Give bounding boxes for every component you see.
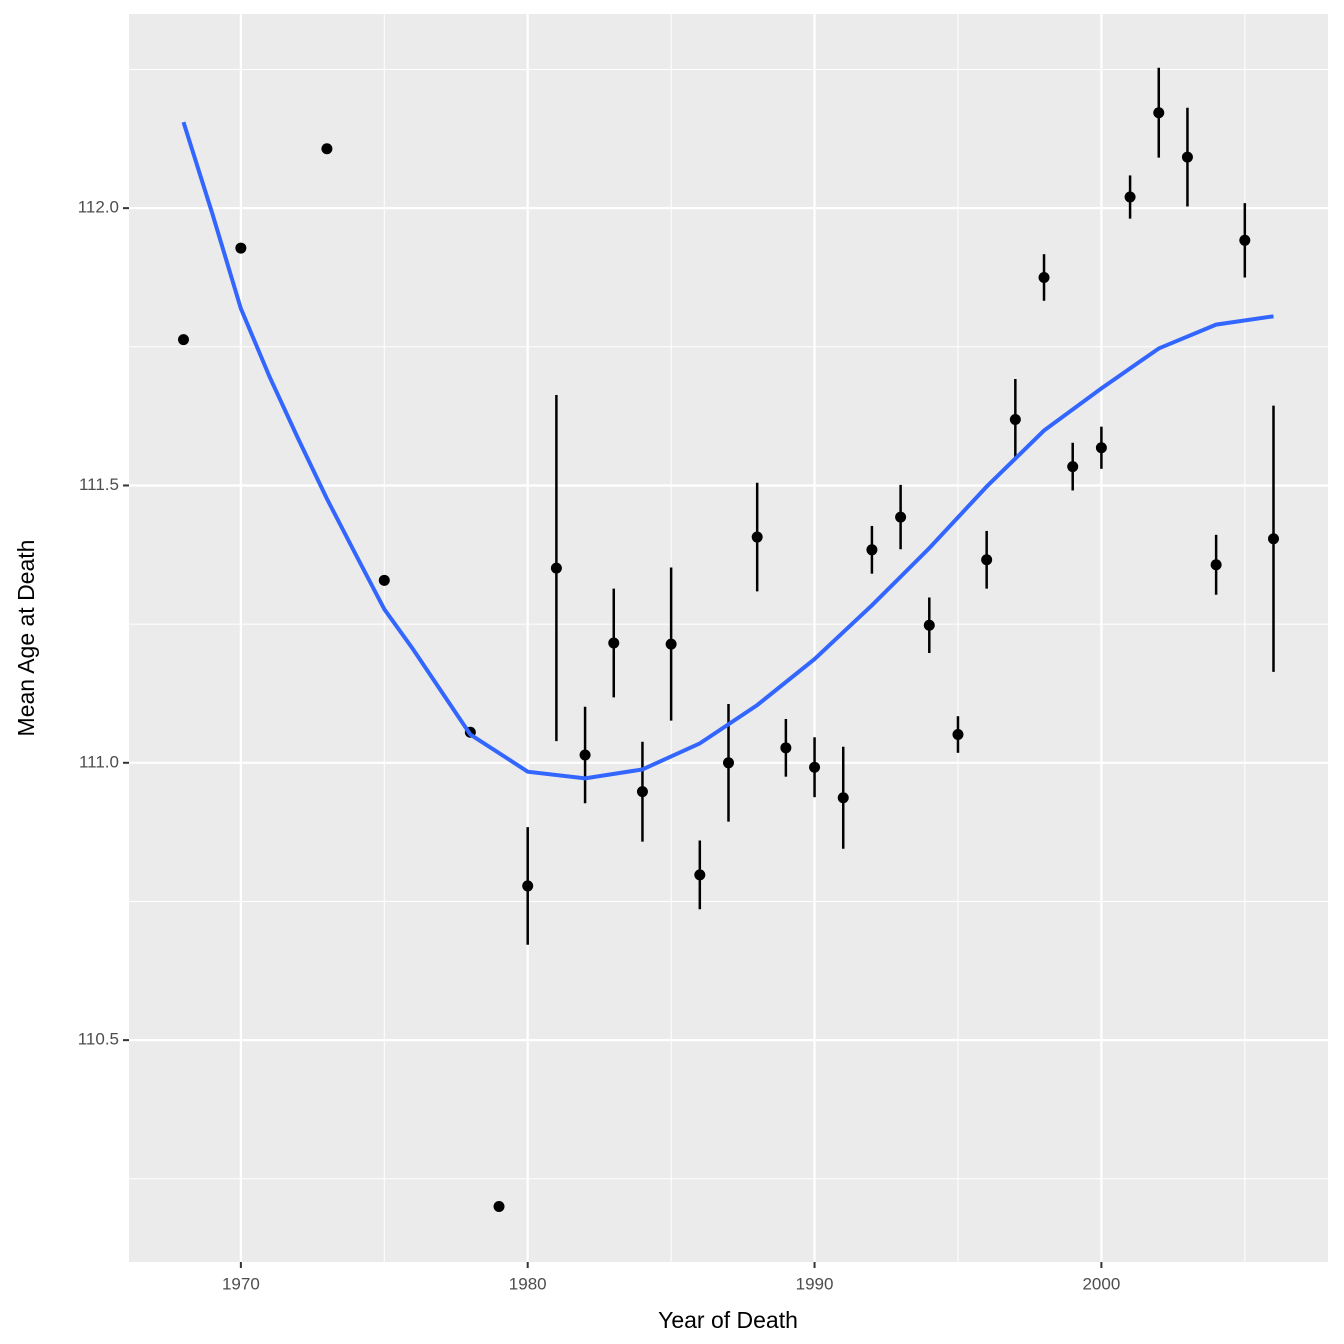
y-axis-title: Mean Age at Death xyxy=(13,540,39,737)
point xyxy=(837,792,849,804)
x-tick-label: 1970 xyxy=(222,1274,260,1293)
point xyxy=(1239,234,1251,246)
point xyxy=(321,143,333,155)
point xyxy=(1124,191,1136,203)
point xyxy=(178,334,189,346)
x-tick-label: 2000 xyxy=(1082,1274,1120,1293)
point xyxy=(378,574,390,586)
point xyxy=(579,749,591,761)
y-tick-label: 112.0 xyxy=(78,198,119,217)
y-tick-label: 111.0 xyxy=(79,752,119,771)
point xyxy=(636,786,648,798)
point xyxy=(1067,461,1079,473)
point xyxy=(235,242,247,254)
point xyxy=(809,761,821,773)
point xyxy=(1268,533,1279,545)
point xyxy=(895,511,907,523)
point xyxy=(981,554,993,566)
smooth-line xyxy=(181,121,1274,781)
point xyxy=(723,757,734,769)
x-axis-title: Year of Death xyxy=(658,1307,798,1333)
point xyxy=(1210,559,1222,571)
point xyxy=(780,742,792,754)
panel xyxy=(129,14,1328,1262)
point xyxy=(866,544,878,556)
point xyxy=(1095,442,1107,454)
point xyxy=(665,638,677,650)
y-tick-label: 110.5 xyxy=(78,1030,119,1049)
point xyxy=(1181,151,1193,163)
point xyxy=(608,637,620,649)
point xyxy=(952,729,964,741)
point xyxy=(550,562,562,574)
point xyxy=(1009,413,1021,425)
x-tick-label: 1980 xyxy=(509,1274,547,1293)
point xyxy=(1153,107,1165,119)
point xyxy=(1038,271,1050,283)
point xyxy=(923,619,935,631)
point xyxy=(751,531,763,543)
x-tick-label: 1990 xyxy=(796,1274,834,1293)
point xyxy=(694,869,706,881)
point xyxy=(493,1201,505,1213)
point xyxy=(522,880,534,892)
y-tick-label: 111.5 xyxy=(79,475,119,494)
